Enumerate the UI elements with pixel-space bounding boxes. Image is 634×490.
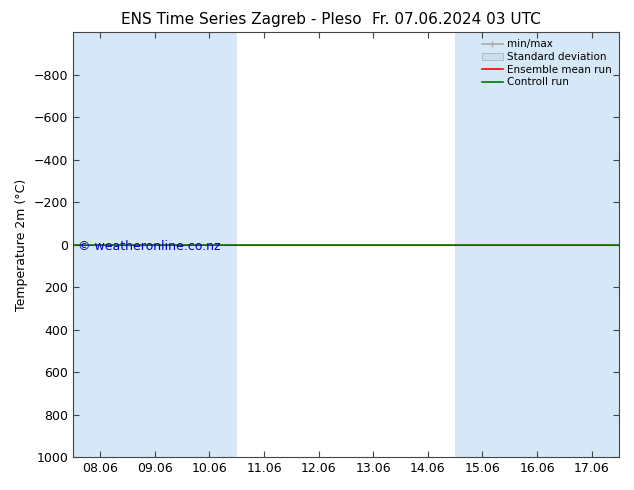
Bar — [73, 32, 127, 457]
Bar — [182, 32, 236, 457]
Bar — [564, 32, 619, 457]
Bar — [127, 32, 182, 457]
Legend: min/max, Standard deviation, Ensemble mean run, Controll run: min/max, Standard deviation, Ensemble me… — [480, 37, 614, 89]
Bar — [510, 32, 564, 457]
Text: © weatheronline.co.nz: © weatheronline.co.nz — [79, 240, 221, 253]
Y-axis label: Temperature 2m (°C): Temperature 2m (°C) — [15, 178, 28, 311]
Text: ENS Time Series Zagreb - Pleso: ENS Time Series Zagreb - Pleso — [120, 12, 361, 27]
Text: Fr. 07.06.2024 03 UTC: Fr. 07.06.2024 03 UTC — [372, 12, 541, 27]
Bar — [455, 32, 510, 457]
